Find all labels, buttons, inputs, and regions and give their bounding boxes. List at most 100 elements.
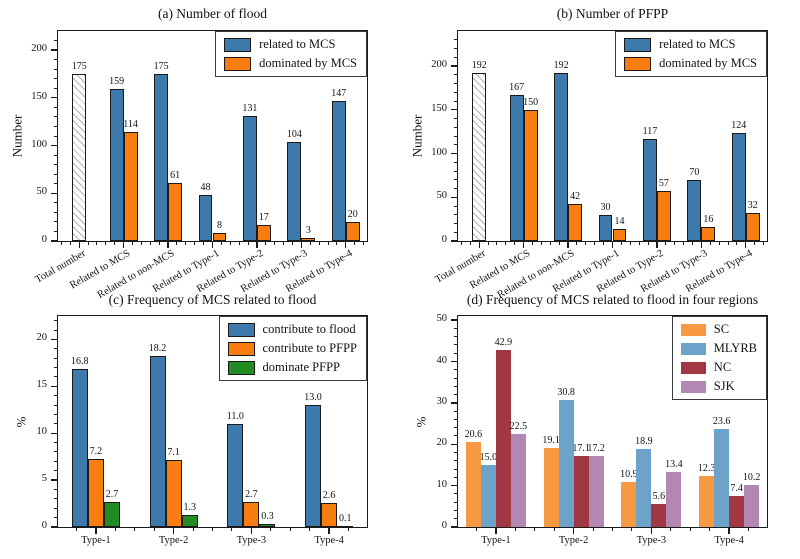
x-major-tick bbox=[167, 242, 169, 248]
bar bbox=[744, 484, 760, 527]
x-minor-tick bbox=[283, 242, 285, 245]
x-minor-tick bbox=[231, 528, 233, 531]
x-minor-tick bbox=[718, 242, 720, 245]
legend: contribute to flood contribute to PFPP dom… bbox=[218, 316, 367, 381]
y-tick-label: 30 bbox=[436, 395, 448, 407]
x-minor-tick bbox=[603, 242, 605, 245]
x-minor-tick bbox=[709, 242, 711, 245]
y-tick-label: 150 bbox=[431, 102, 447, 114]
bar-value-label: 124 bbox=[731, 119, 747, 131]
y-major-tick bbox=[451, 152, 457, 155]
x-minor-tick bbox=[69, 242, 71, 245]
bar bbox=[305, 405, 322, 527]
x-minor-tick bbox=[594, 242, 596, 245]
bar-value-label: 17.2 bbox=[587, 442, 605, 454]
x-minor-tick bbox=[638, 242, 640, 245]
y-minor-tick bbox=[53, 395, 57, 397]
y-minor-tick bbox=[53, 367, 57, 369]
bar-value-label: 0.1 bbox=[338, 513, 352, 524]
bar bbox=[109, 89, 124, 241]
y-tick-label: 100 bbox=[31, 138, 47, 150]
x-minor-tick bbox=[229, 242, 231, 245]
y-tick-label: 150 bbox=[31, 90, 47, 102]
y-minor-tick bbox=[53, 59, 57, 61]
bar bbox=[612, 228, 627, 241]
x-major-tick bbox=[495, 528, 497, 534]
bar bbox=[729, 496, 745, 527]
x-minor-tick bbox=[60, 242, 62, 245]
x-tick-label: Type-3 bbox=[236, 535, 267, 546]
x-minor-tick bbox=[592, 528, 594, 531]
y-minor-tick bbox=[453, 460, 457, 462]
y-minor-tick bbox=[53, 517, 57, 519]
bar-value-label: 30.8 bbox=[557, 386, 575, 398]
x-major-tick bbox=[256, 242, 258, 248]
y-minor-tick bbox=[53, 106, 57, 108]
y-minor-tick bbox=[53, 404, 57, 406]
bar bbox=[701, 227, 716, 241]
bar-value-label: 0.3 bbox=[261, 511, 274, 523]
bar bbox=[198, 195, 213, 241]
bar bbox=[573, 456, 589, 527]
x-minor-tick bbox=[514, 242, 516, 245]
bar bbox=[168, 182, 183, 241]
x-minor-tick bbox=[620, 242, 622, 245]
y-minor-tick bbox=[453, 223, 457, 224]
legend-swatch bbox=[680, 380, 706, 393]
bar-value-label: 42 bbox=[570, 191, 581, 203]
x-major-tick bbox=[95, 528, 97, 534]
y-minor-tick bbox=[53, 488, 57, 490]
y-minor-tick bbox=[453, 179, 457, 181]
x-tick-label: Type-4 bbox=[714, 535, 744, 546]
legend-item: MLYRB bbox=[680, 341, 757, 356]
legend-label: dominated by MCS bbox=[259, 56, 357, 70]
y-minor-tick bbox=[53, 40, 57, 42]
bar bbox=[472, 73, 487, 241]
legend-swatch bbox=[624, 37, 652, 52]
x-tick-label: Type-2 bbox=[558, 535, 589, 546]
legend-label: dominated by MCS bbox=[659, 56, 757, 70]
x-minor-tick bbox=[309, 242, 311, 245]
x-minor-tick bbox=[176, 242, 178, 245]
legend: related to MCS dominated by MCS bbox=[215, 31, 367, 77]
x-minor-tick bbox=[149, 242, 151, 245]
y-tick-label: 0 bbox=[441, 234, 447, 245]
x-minor-tick bbox=[327, 242, 329, 245]
bar-value-label: 7.1 bbox=[167, 447, 180, 459]
x-major-tick bbox=[745, 242, 747, 248]
x-minor-tick bbox=[540, 242, 542, 245]
y-minor-tick bbox=[453, 126, 457, 128]
bar-value-label: 70 bbox=[689, 166, 700, 178]
legend-item: dominate PFPP bbox=[227, 360, 357, 375]
x-minor-tick bbox=[220, 242, 222, 245]
bar-value-label: 2.7 bbox=[245, 488, 258, 500]
y-major-tick bbox=[51, 338, 57, 341]
bar bbox=[651, 503, 667, 527]
legend-label: NC bbox=[713, 360, 732, 374]
x-minor-tick bbox=[318, 242, 320, 245]
bar-value-label: 16 bbox=[703, 214, 714, 225]
y-minor-tick bbox=[453, 74, 457, 76]
x-minor-tick bbox=[354, 242, 356, 245]
legend-label: related to MCS bbox=[659, 37, 736, 51]
x-major-tick bbox=[345, 242, 347, 248]
bar-value-label: 30 bbox=[600, 201, 611, 213]
bar-value-label: 13.0 bbox=[304, 392, 322, 404]
x-major-tick bbox=[478, 242, 480, 248]
x-major-tick bbox=[522, 242, 525, 248]
bar-value-label: 14 bbox=[614, 215, 625, 227]
bar bbox=[568, 204, 583, 241]
x-minor-tick bbox=[534, 528, 536, 531]
legend-label: MLYRB bbox=[713, 341, 757, 355]
bar-value-label: 61 bbox=[170, 169, 181, 181]
x-tick-label: Type-1 bbox=[81, 535, 111, 546]
bar bbox=[256, 224, 271, 241]
legend-label: SJK bbox=[713, 379, 735, 393]
y-minor-tick bbox=[53, 221, 57, 223]
y-tick-label: 40 bbox=[436, 354, 448, 366]
y-minor-tick bbox=[453, 214, 457, 216]
x-minor-tick bbox=[665, 242, 667, 245]
bar-value-label: 32 bbox=[747, 200, 758, 211]
x-minor-tick bbox=[105, 242, 107, 245]
